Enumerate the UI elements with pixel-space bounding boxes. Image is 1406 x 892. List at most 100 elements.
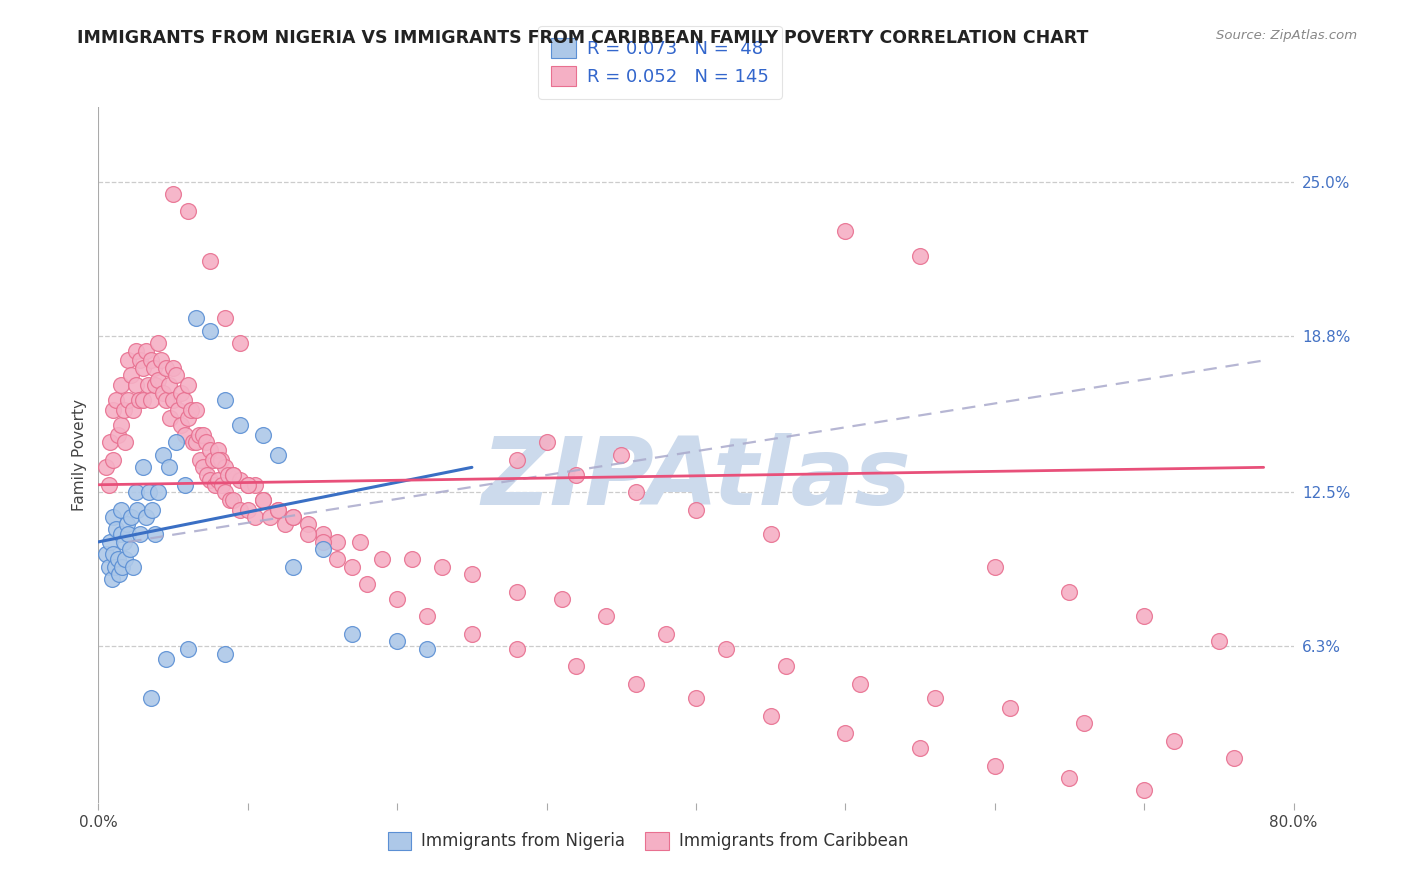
Point [118, 542, 141, 557]
Point [267, 448, 290, 462]
Point [281, 510, 304, 524]
Point [169, 418, 191, 433]
Point [162, 187, 184, 202]
Point [610, 448, 633, 462]
Point [211, 477, 233, 491]
Point [311, 534, 333, 549]
Point [342, 559, 364, 574]
Point [550, 592, 572, 607]
Point [127, 502, 149, 516]
Point [174, 477, 197, 491]
Point [128, 393, 150, 408]
Point [685, 691, 707, 706]
Point [121, 403, 143, 417]
Point [191, 428, 214, 442]
Point [1073, 716, 1095, 731]
Point [297, 527, 319, 541]
Point [110, 418, 132, 433]
Point [217, 467, 239, 482]
Point [326, 552, 349, 566]
Point [311, 542, 333, 557]
Point [132, 361, 155, 376]
Point [101, 572, 124, 586]
Point [103, 403, 125, 417]
Point [110, 527, 132, 541]
Point [506, 584, 529, 599]
Point [655, 627, 678, 641]
Point [214, 393, 236, 408]
Point [195, 435, 218, 450]
Point [204, 477, 226, 491]
Point [229, 418, 252, 433]
Point [259, 510, 281, 524]
Point [191, 460, 214, 475]
Point [236, 502, 259, 516]
Point [274, 517, 297, 532]
Point [169, 385, 191, 400]
Point [229, 336, 252, 351]
Point [117, 353, 139, 368]
Point [214, 485, 236, 500]
Point [139, 353, 162, 368]
Point [536, 435, 558, 450]
Point [110, 378, 132, 392]
Point [150, 353, 173, 368]
Point [214, 647, 236, 661]
Point [200, 442, 222, 457]
Point [222, 467, 245, 482]
Point [1223, 751, 1246, 765]
Point [267, 502, 290, 516]
Point [430, 559, 453, 574]
Point [245, 510, 267, 524]
Point [311, 527, 333, 541]
Point [139, 393, 162, 408]
Point [207, 453, 229, 467]
Text: IMMIGRANTS FROM NIGERIA VS IMMIGRANTS FROM CARIBBEAN FAMILY POVERTY CORRELATION : IMMIGRANTS FROM NIGERIA VS IMMIGRANTS FR… [77, 29, 1088, 46]
Point [162, 361, 184, 376]
Point [162, 393, 184, 408]
Point [998, 701, 1021, 715]
Point [152, 385, 174, 400]
Point [281, 559, 304, 574]
Text: ZIPAtlas: ZIPAtlas [481, 434, 911, 525]
Point [595, 609, 617, 624]
Point [114, 552, 136, 566]
Point [267, 502, 290, 516]
Point [105, 393, 128, 408]
Point [506, 453, 529, 467]
Point [98, 534, 122, 549]
Point [155, 393, 177, 408]
Point [148, 485, 170, 500]
Point [626, 676, 648, 690]
Point [506, 641, 529, 656]
Point [200, 254, 222, 268]
Point [342, 627, 364, 641]
Point [184, 311, 207, 326]
Point [174, 428, 197, 442]
Point [139, 691, 162, 706]
Point [94, 460, 117, 475]
Y-axis label: Family Poverty: Family Poverty [72, 399, 87, 511]
Point [326, 534, 349, 549]
Point [214, 460, 236, 475]
Point [138, 485, 160, 500]
Point [94, 547, 117, 561]
Point [1163, 733, 1185, 747]
Point [117, 393, 139, 408]
Point [236, 477, 259, 491]
Point [181, 435, 204, 450]
Point [135, 343, 157, 358]
Point [104, 559, 127, 574]
Point [159, 410, 181, 425]
Point [759, 708, 782, 723]
Point [165, 435, 187, 450]
Point [184, 435, 207, 450]
Point [177, 410, 200, 425]
Point [125, 485, 148, 500]
Point [177, 204, 200, 219]
Point [202, 453, 225, 467]
Point [148, 373, 170, 387]
Point [108, 567, 131, 582]
Point [103, 510, 125, 524]
Point [111, 559, 134, 574]
